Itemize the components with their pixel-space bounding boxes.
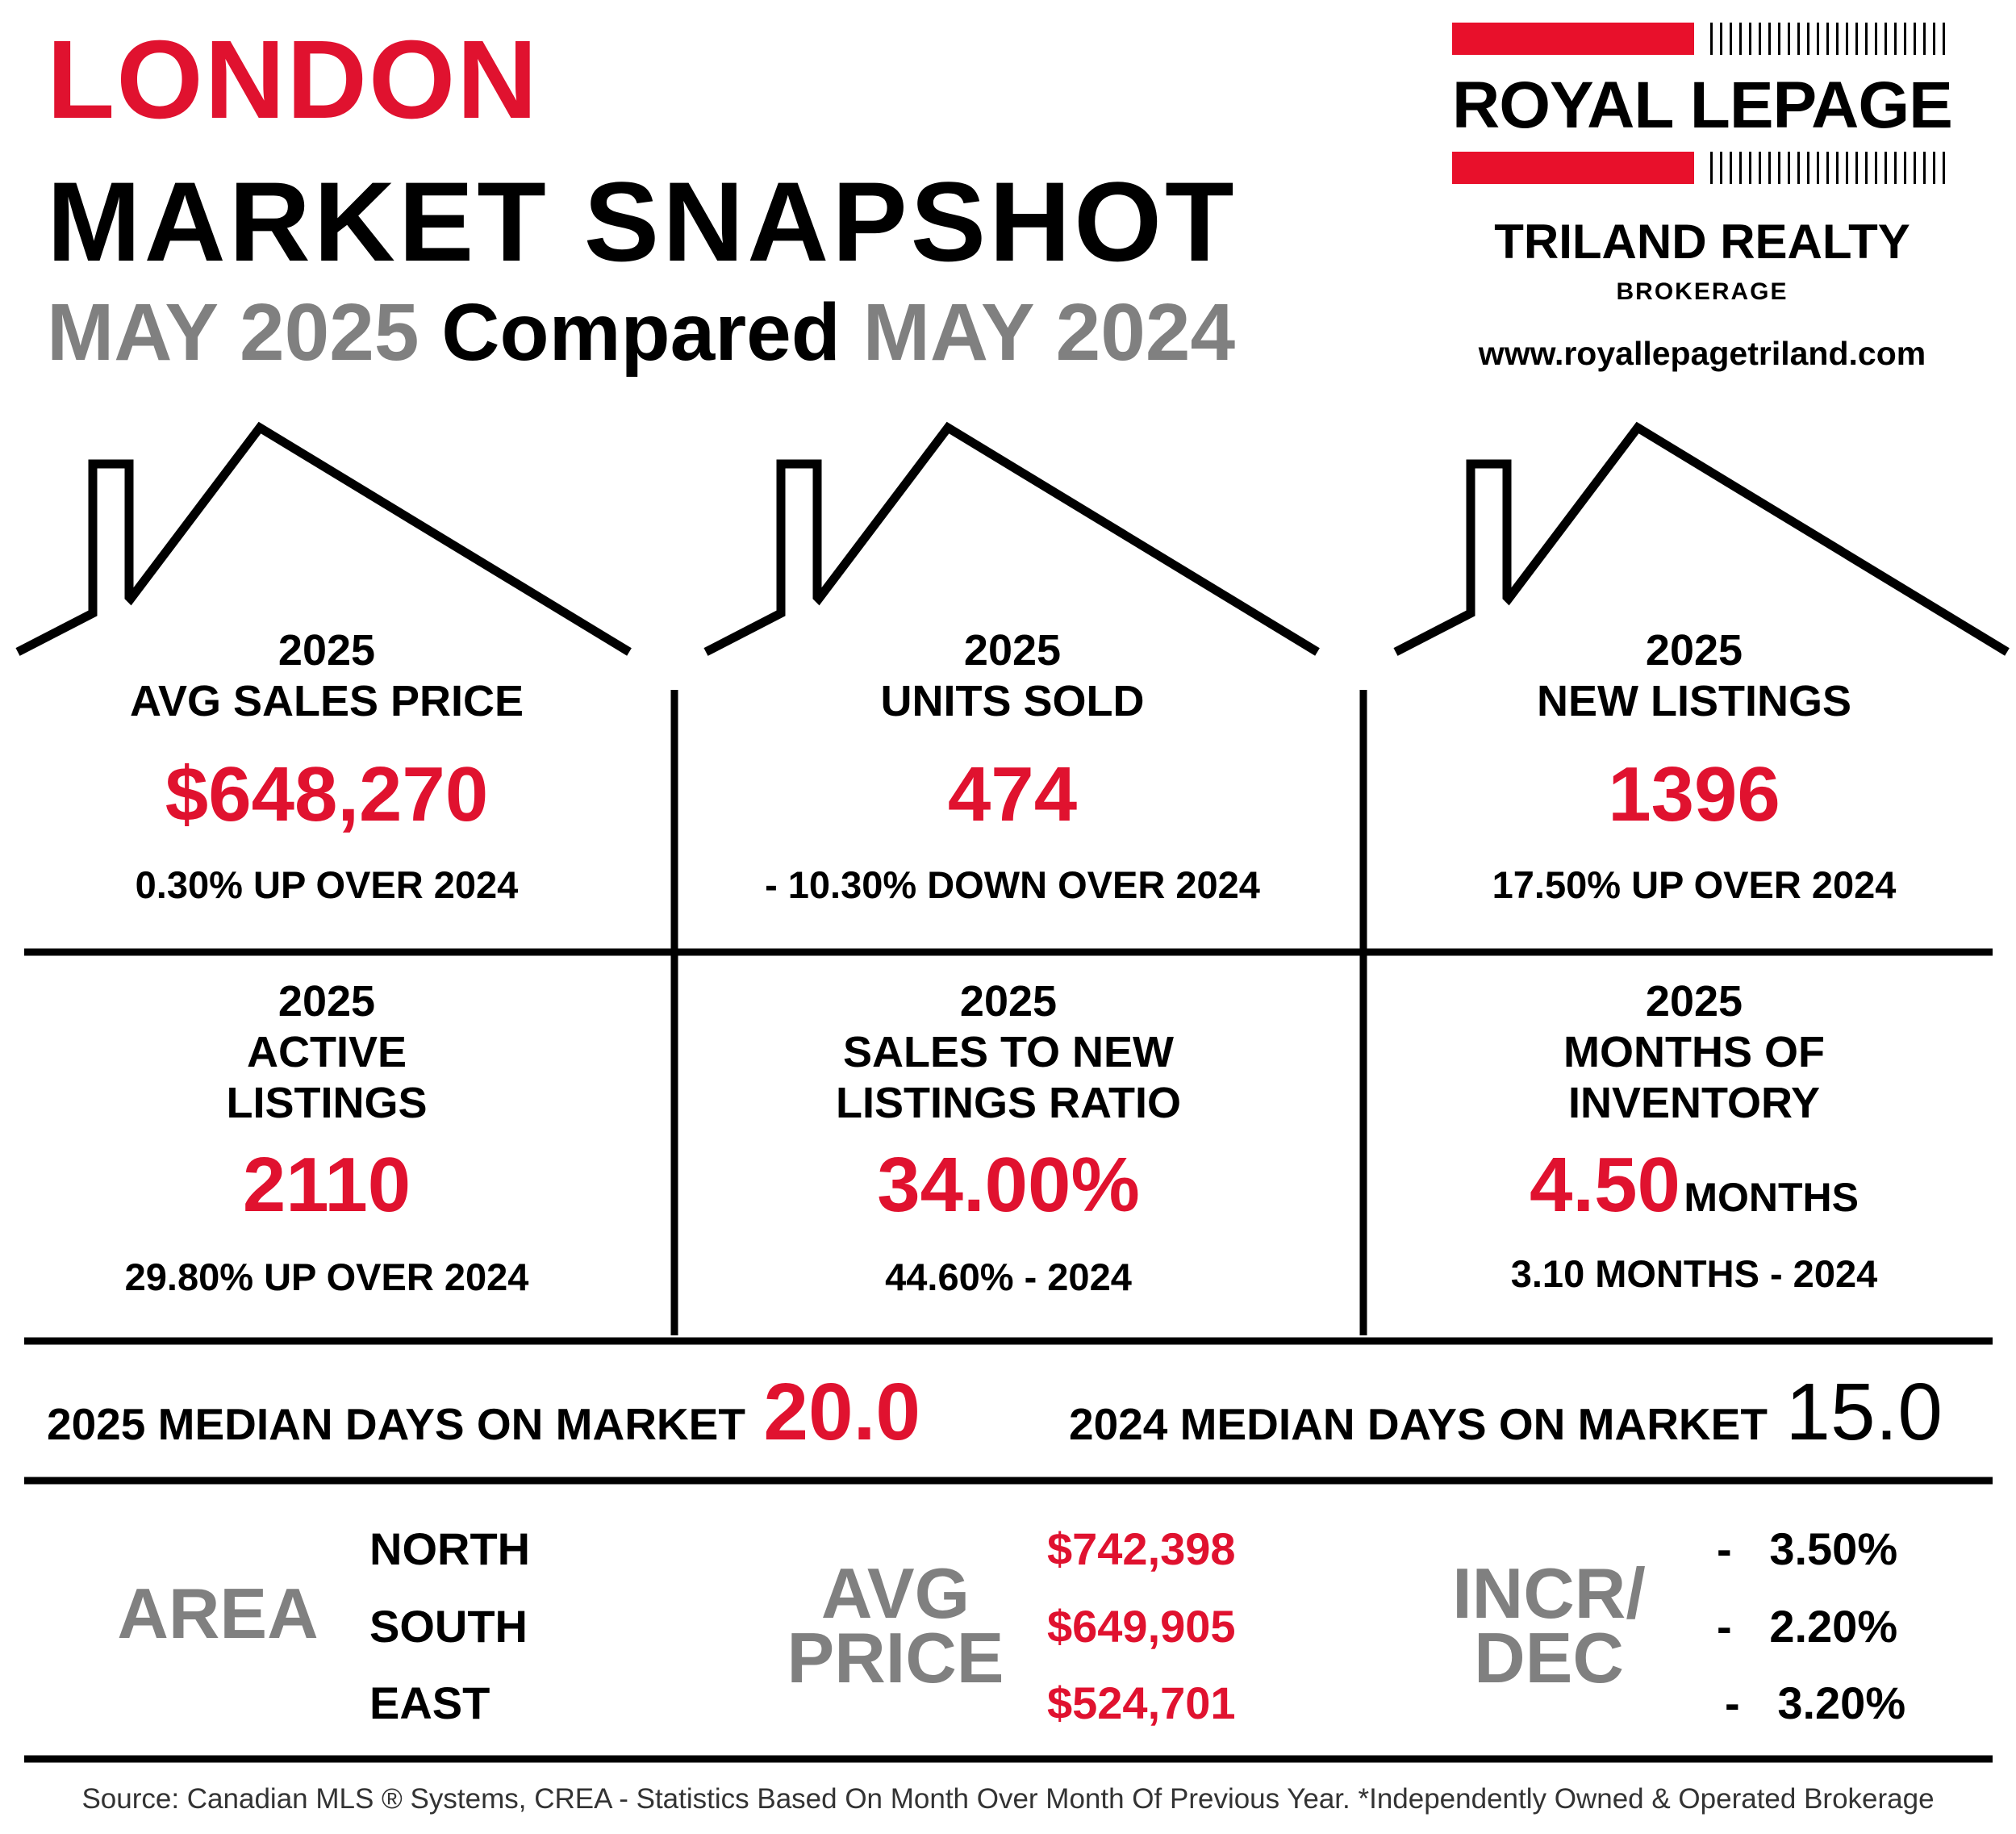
stat-year: 2025: [963, 626, 1062, 675]
subtitle: MAY 2025 Compared MAY 2024: [47, 292, 1235, 373]
stat-value: 34.00%: [877, 1142, 1140, 1228]
source-footer: Source: Canadian MLS ® Systems, CREA - S…: [81, 1783, 1935, 1815]
dom-current-label: 2025 MEDIAN DAYS ON MARKET: [47, 1399, 745, 1449]
stat-comparison: 0.30% UP OVER 2024: [135, 863, 519, 906]
area-row-south-price: $649,905: [1047, 1601, 1236, 1652]
stat-value: 1396: [1608, 751, 1780, 838]
logo-brand-name: ROYAL LEPAGE: [1452, 69, 1953, 142]
website-url: www.royallepagetriland.com: [1478, 335, 1926, 372]
stat-value-row: 4.50 MONTHS: [1371, 1147, 2016, 1224]
change-heading-line-1: INCR/: [1452, 1553, 1646, 1633]
page-title: MARKET SNAPSHOT: [47, 158, 1238, 285]
stat-year: 2025: [278, 977, 376, 1026]
roof-icon: [1393, 421, 2010, 656]
stat-label-line-2: LISTINGS: [226, 1079, 428, 1127]
stat-comparison: 44.60% - 2024: [885, 1255, 1132, 1298]
stat-label: UNITS SOLD: [880, 677, 1145, 725]
stat-year: 2025: [278, 626, 376, 675]
subtitle-current-period: MAY 2025: [47, 287, 419, 378]
stat-label-line-1: MONTHS OF: [1563, 1028, 1825, 1076]
stat-label: AVG SALES PRICE: [129, 677, 524, 725]
roof-icon: [703, 421, 1320, 656]
dom-previous: 2024 MEDIAN DAYS ON MARKET 15.0: [1069, 1372, 1943, 1452]
roof-icon: [15, 421, 632, 656]
logo-barcode-bottom: [1710, 152, 1952, 184]
stat-active-listings: 2025 ACTIVE LISTINGS 2110 29.80% UP OVER…: [0, 976, 653, 1296]
area-heading: AREA: [117, 1573, 319, 1653]
area-row-north-price: $742,398: [1047, 1523, 1236, 1574]
stat-label-line-1: SALES TO NEW: [842, 1028, 1175, 1076]
stat-comparison: 29.80% UP OVER 2024: [124, 1255, 529, 1298]
area-row-east-name: EAST: [369, 1677, 490, 1728]
logo-company-name: TRILAND REALTY: [1494, 215, 1910, 269]
area-row-east-change: - 3.20%: [1725, 1677, 1906, 1728]
subtitle-previous-period: MAY 2024: [862, 287, 1236, 378]
stat-value: $648,270: [165, 751, 489, 838]
change-heading: INCR/ DEC: [1436, 1553, 1662, 1698]
area-row-north-change: - 3.50%: [1717, 1523, 1898, 1574]
stat-label: NEW LISTINGS: [1537, 677, 1851, 725]
stat-avg-sales-price: 2025 AVG SALES PRICE $648,270 0.30% UP O…: [0, 625, 653, 904]
stat-units-sold: 2025 UNITS SOLD 474 - 10.30% DOWN OVER 2…: [686, 625, 1339, 904]
stat-label-line-2: INVENTORY: [1567, 1079, 1821, 1127]
change-heading-line-2: DEC: [1474, 1618, 1624, 1698]
avg-price-heading-line-2: PRICE: [787, 1618, 1004, 1698]
area-row-south-name: SOUTH: [369, 1601, 528, 1652]
city-title: LONDON: [47, 18, 539, 142]
brand-logo: ROYAL LEPAGE TRILAND REALTY BROKERAGE ww…: [1452, 16, 2001, 372]
stat-year: 2025: [1645, 977, 1743, 1026]
stat-new-listings: 2025 NEW LISTINGS 1396 17.50% UP OVER 20…: [1371, 625, 2016, 904]
area-row-east-price: $524,701: [1047, 1677, 1236, 1728]
avg-price-heading: AVG PRICE: [766, 1553, 1025, 1698]
dom-current: 2025 MEDIAN DAYS ON MARKET 20.0: [47, 1372, 920, 1452]
stat-year: 2025: [959, 977, 1058, 1026]
stat-unit: MONTHS: [1684, 1175, 1859, 1220]
stat-comparison: 17.50% UP OVER 2024: [1492, 863, 1897, 906]
stat-label-line-2: LISTINGS RATIO: [836, 1079, 1181, 1127]
dom-current-value: 20.0: [763, 1367, 921, 1457]
dom-previous-value: 15.0: [1785, 1367, 1943, 1457]
stat-comparison: - 10.30% DOWN OVER 2024: [765, 863, 1260, 906]
area-row-south-change: - 2.20%: [1717, 1601, 1898, 1652]
stat-label-line-1: ACTIVE: [246, 1028, 407, 1076]
logo-brokerage: BROKERAGE: [1616, 278, 1789, 305]
stat-value: 2110: [242, 1142, 411, 1228]
logo-red-bar-bottom: [1452, 152, 1694, 184]
dom-previous-label: 2024 MEDIAN DAYS ON MARKET: [1069, 1399, 1768, 1449]
subtitle-compared: Compared: [441, 287, 841, 378]
area-row-north-name: NORTH: [369, 1523, 531, 1574]
logo-barcode-top: [1710, 23, 1952, 55]
stat-months-of-inventory: 2025 MONTHS OF INVENTORY 4.50 MONTHS 3.1…: [1371, 976, 2016, 1293]
avg-price-heading-line-1: AVG: [820, 1553, 970, 1633]
stat-year: 2025: [1645, 626, 1743, 675]
stat-value: 474: [947, 751, 1078, 838]
stat-sales-to-new-listings-ratio: 2025 SALES TO NEW LISTINGS RATIO 34.00% …: [686, 976, 1331, 1296]
stat-value: 4.50: [1530, 1142, 1680, 1228]
logo-red-bar-top: [1452, 23, 1694, 55]
stat-comparison: 3.10 MONTHS - 2024: [1510, 1252, 1878, 1295]
